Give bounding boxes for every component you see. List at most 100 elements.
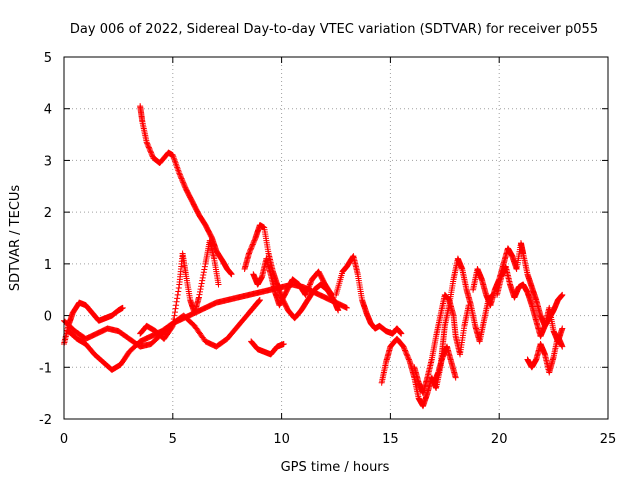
data-point [170,319,177,326]
x-tick-label: 20 [491,432,508,447]
data-point [401,344,407,351]
data-point [181,183,188,190]
data-point [247,246,254,253]
data-point [146,145,153,152]
series-track-m [470,240,566,329]
data-point [173,302,180,309]
data-point [249,242,256,249]
data-point [307,280,314,287]
series-track-n [494,263,566,345]
plot-frame [63,56,609,420]
data-point [170,316,177,323]
y-tick-label: 3 [44,154,52,169]
y-tick-label: 2 [44,206,52,221]
y-tick-label: -1 [39,361,52,376]
data-point [149,152,156,159]
series-track-d [61,297,263,350]
x-tick-label: 0 [60,432,68,447]
series-track-h [250,255,335,309]
data-point [404,353,411,360]
data-point [402,348,409,355]
y-tick-label: -2 [39,413,52,428]
data-point [559,343,566,350]
data-point [171,309,178,316]
data-point [335,307,342,314]
data-point [303,290,310,297]
data-point [169,323,176,330]
data-point [171,312,178,319]
y-axis-label: SDTVAR / TECUs [8,185,23,292]
series-track-g [248,338,287,358]
data-point [197,288,203,295]
data-point [247,247,254,254]
data-point [175,288,182,295]
data-point [199,274,206,281]
data-point [403,351,410,358]
data-point [173,298,180,305]
data-point [174,295,181,302]
data-point [196,291,203,298]
data-point [178,175,185,182]
data-point [405,355,412,362]
data-point [280,341,287,348]
data-point [401,346,408,353]
series-track-a [137,103,235,278]
axis-ticks: 0 5 10 15 20 25 -2 -1 0 1 2 3 4 5 [39,51,616,447]
data-point [179,178,186,185]
data-point [406,357,413,364]
data-point [304,286,311,293]
data-point [119,304,126,311]
x-tick-label: 25 [600,432,617,447]
data-point [147,148,154,155]
data-point [215,281,222,288]
data-point [559,291,566,298]
data-points [61,103,566,410]
y-tick-label: 4 [44,103,52,118]
data-point [306,282,313,289]
data-point [148,150,155,157]
data-point [403,350,410,357]
data-point [201,263,208,270]
data-point [405,356,412,363]
x-tick-label: 5 [169,432,177,447]
data-point [180,180,187,187]
data-point [200,269,207,276]
data-point [250,238,257,245]
data-point [306,281,313,288]
data-point [398,330,405,337]
series-track-o [524,333,566,376]
data-point [305,285,312,292]
data-point [302,291,309,298]
data-point [144,141,151,148]
data-point [246,249,253,256]
data-point [250,240,257,247]
data-point [144,140,151,147]
data-point [198,283,205,290]
data-point [201,266,208,273]
y-tick-label: 5 [44,51,52,66]
series-track-b [61,299,126,348]
data-point [145,143,152,150]
data-point [176,170,183,177]
series-track-e [137,237,222,342]
data-point [199,277,206,284]
series-track-i [333,253,405,337]
data-point [179,176,186,183]
data-point [198,280,205,287]
data-point [197,286,204,293]
y-tick-label: 1 [44,258,52,273]
data-point [176,171,183,178]
data-point [181,181,188,188]
data-point [305,284,312,291]
data-point [145,144,152,151]
data-point [304,288,311,295]
data-point [228,271,235,278]
data-point [146,147,153,154]
data-point [180,179,187,186]
data-point [175,284,182,291]
data-point [256,297,263,304]
data-point [172,305,179,312]
data-point [452,374,459,381]
data-point [307,278,314,285]
data-point [328,291,335,298]
